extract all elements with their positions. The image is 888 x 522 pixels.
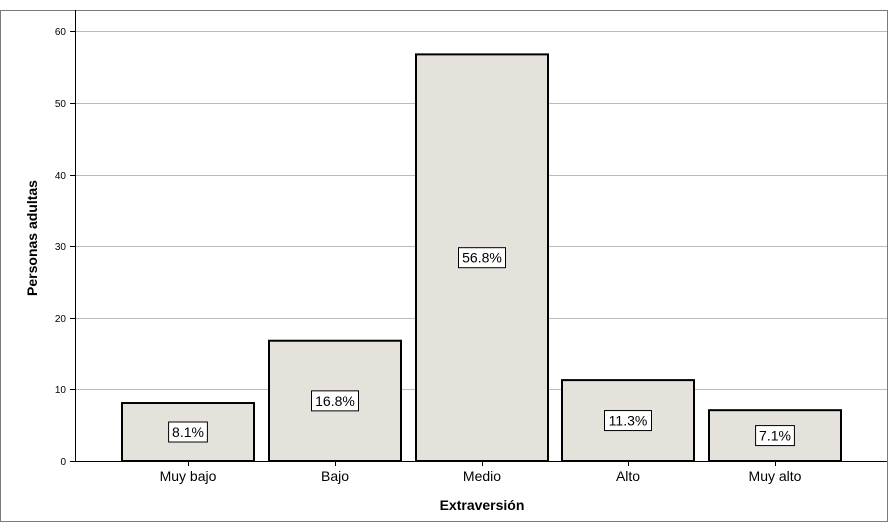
data-label-box: [168, 421, 208, 443]
x-tick-label: Muy alto: [749, 468, 802, 484]
data-label-box: [755, 425, 795, 447]
data-label: 16.8%: [315, 393, 355, 409]
y-tick-label: 0: [60, 457, 66, 468]
axes: [70, 10, 887, 466]
y-tick-label: 40: [55, 171, 67, 182]
x-axis-title: Extraversión: [440, 497, 525, 513]
x-tick-label: Bajo: [321, 468, 349, 484]
data-label: 11.3%: [609, 413, 648, 429]
y-tick-label: 60: [55, 27, 67, 38]
data-label: 7.1%: [759, 428, 791, 444]
x-tick-label: Muy bajo: [160, 468, 217, 484]
x-tick-label: Alto: [616, 468, 640, 484]
x-tick-label: Medio: [463, 468, 501, 484]
y-tick-label: 20: [55, 314, 67, 325]
y-tick-label: 10: [55, 385, 67, 396]
data-label-box: [311, 390, 359, 412]
labels: 0 10 20 30 40 50 60 8.1% Muy bajo 16.8% Bajo 56.8% M…: [24, 27, 802, 513]
data-label: 56.8%: [462, 250, 502, 266]
y-tick-label: 30: [55, 242, 67, 253]
data-label-box: [458, 247, 506, 269]
y-axis-title: Personas adultas: [24, 180, 40, 296]
data-label-box: [604, 410, 652, 432]
y-tick-label: 50: [55, 99, 67, 110]
data-label: 8.1%: [172, 424, 204, 440]
